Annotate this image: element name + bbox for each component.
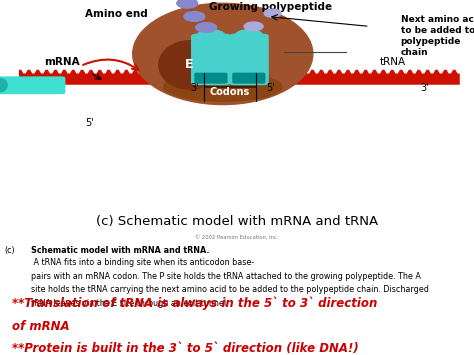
Text: 5': 5': [266, 83, 274, 93]
Ellipse shape: [0, 78, 7, 92]
Text: tRNA: tRNA: [379, 57, 405, 67]
Text: site holds the tRNA carrying the next amino acid to be added to the polypeptide : site holds the tRNA carrying the next am…: [31, 285, 428, 294]
Circle shape: [196, 23, 217, 32]
Text: A tRNA fits into a binding site when its anticodon base-: A tRNA fits into a binding site when its…: [31, 258, 254, 267]
Text: Next amino acid
to be added to
polypeptide
chain: Next amino acid to be added to polypepti…: [401, 15, 474, 57]
Text: mRNA: mRNA: [44, 57, 80, 67]
Text: Schematic model with mRNA and tRNA.: Schematic model with mRNA and tRNA.: [31, 246, 210, 255]
Ellipse shape: [164, 73, 282, 101]
Text: **Translation of tRNA is always in the 5` to 3` direction: **Translation of tRNA is always in the 5…: [12, 296, 377, 310]
Text: Growing polypeptide: Growing polypeptide: [209, 2, 332, 12]
Circle shape: [177, 0, 198, 8]
Text: **Protein is built in the 3` to 5` direction (like DNA!): **Protein is built in the 3` to 5` direc…: [12, 342, 359, 355]
Text: 3': 3': [420, 83, 428, 93]
Ellipse shape: [197, 30, 225, 43]
Circle shape: [244, 22, 263, 31]
Ellipse shape: [235, 30, 263, 43]
Ellipse shape: [133, 3, 313, 104]
Text: Codons: Codons: [210, 87, 250, 97]
Text: (c): (c): [5, 246, 15, 255]
FancyBboxPatch shape: [232, 73, 265, 84]
Text: Amino end: Amino end: [85, 9, 147, 19]
Circle shape: [184, 12, 205, 21]
Polygon shape: [19, 70, 460, 85]
FancyBboxPatch shape: [229, 34, 269, 85]
Text: E: E: [185, 59, 194, 71]
Text: 3': 3': [190, 83, 199, 93]
Text: (c) Schematic model with mRNA and tRNA: (c) Schematic model with mRNA and tRNA: [96, 215, 378, 228]
Text: tRNA leaves via the E site through an exit tunnel.: tRNA leaves via the E site through an ex…: [31, 299, 228, 308]
Ellipse shape: [159, 41, 220, 89]
FancyBboxPatch shape: [194, 73, 228, 84]
Text: pairs with an mRNA codon. The P site holds the tRNA attached to the growing poly: pairs with an mRNA codon. The P site hol…: [31, 272, 421, 281]
Text: 5': 5': [86, 118, 94, 128]
Circle shape: [264, 9, 281, 17]
Text: © 2002 Pearson Education, Inc.: © 2002 Pearson Education, Inc.: [195, 235, 279, 240]
FancyBboxPatch shape: [191, 34, 231, 85]
FancyBboxPatch shape: [0, 76, 65, 94]
Text: of mRNA: of mRNA: [12, 320, 70, 333]
